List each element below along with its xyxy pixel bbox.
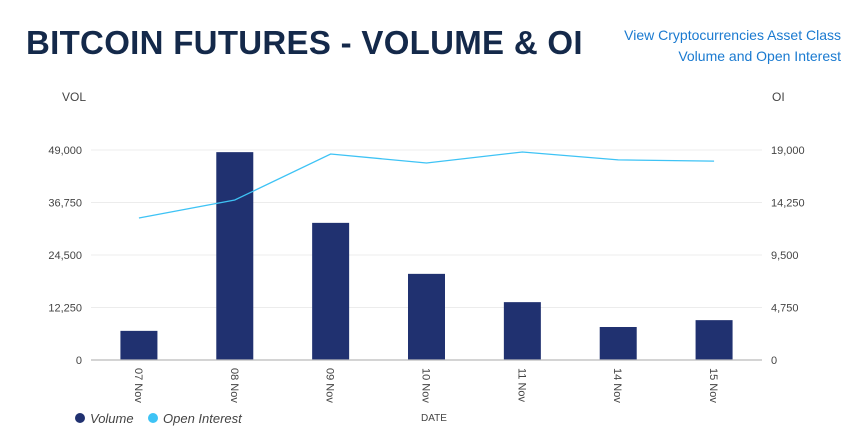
y-tick-label: 49,000 bbox=[48, 145, 82, 157]
link-line-1: View Cryptocurrencies Asset Class bbox=[624, 27, 841, 43]
y2-tick-label: 9,500 bbox=[771, 250, 799, 262]
y2-tick-label: 19,000 bbox=[771, 145, 805, 157]
legend-oi-marker bbox=[148, 413, 158, 423]
oi-point[interactable] bbox=[616, 158, 620, 162]
x-tick-label: 11 Nov bbox=[515, 368, 527, 403]
x-tick-label: 15 Nov bbox=[707, 368, 719, 403]
y2-tick-label: 0 bbox=[771, 355, 777, 367]
y-axis-label: VOL bbox=[62, 90, 86, 104]
x-axis-label: DATE bbox=[421, 413, 447, 424]
oi-point[interactable] bbox=[329, 152, 333, 156]
y-tick-label: 36,750 bbox=[48, 198, 82, 210]
oi-point[interactable] bbox=[137, 216, 141, 220]
legend-volume-label: Volume bbox=[90, 411, 134, 426]
y2-axis-label: OI bbox=[772, 90, 785, 104]
y-tick-label: 24,500 bbox=[48, 250, 82, 262]
volume-bar[interactable] bbox=[312, 222, 350, 360]
volume-bar[interactable] bbox=[120, 330, 158, 360]
oi-point[interactable] bbox=[233, 198, 237, 202]
y-tick-label: 12,250 bbox=[48, 303, 82, 315]
legend-oi-label: Open Interest bbox=[163, 411, 243, 426]
volume-bar[interactable] bbox=[503, 302, 541, 360]
volume-bar[interactable] bbox=[408, 273, 445, 360]
open-interest-line bbox=[138, 151, 715, 219]
oi-point[interactable] bbox=[425, 161, 429, 165]
volume-bar[interactable] bbox=[695, 320, 733, 360]
x-tick-label: 10 Nov bbox=[420, 368, 432, 403]
x-tick-label: 09 Nov bbox=[324, 368, 336, 403]
view-asset-class-link[interactable]: View Cryptocurrencies Asset Class Volume… bbox=[624, 25, 841, 67]
y2-tick-label: 4,750 bbox=[771, 303, 799, 315]
link-line-2: Volume and Open Interest bbox=[678, 48, 841, 64]
oi-point[interactable] bbox=[712, 159, 716, 163]
page-title: BITCOIN FUTURES - VOLUME & OI bbox=[26, 24, 583, 61]
legend: Volume Open Interest bbox=[75, 411, 243, 426]
oi-point[interactable] bbox=[520, 150, 524, 154]
volume-bar[interactable] bbox=[599, 327, 637, 360]
x-tick-label: 08 Nov bbox=[228, 368, 240, 403]
y-tick-label: 0 bbox=[76, 355, 82, 367]
volume-bar[interactable] bbox=[216, 152, 254, 360]
x-tick-label: 07 Nov bbox=[132, 368, 144, 403]
legend-volume-marker bbox=[75, 413, 85, 423]
y2-tick-label: 14,250 bbox=[771, 198, 805, 210]
x-tick-label: 14 Nov bbox=[611, 368, 623, 403]
